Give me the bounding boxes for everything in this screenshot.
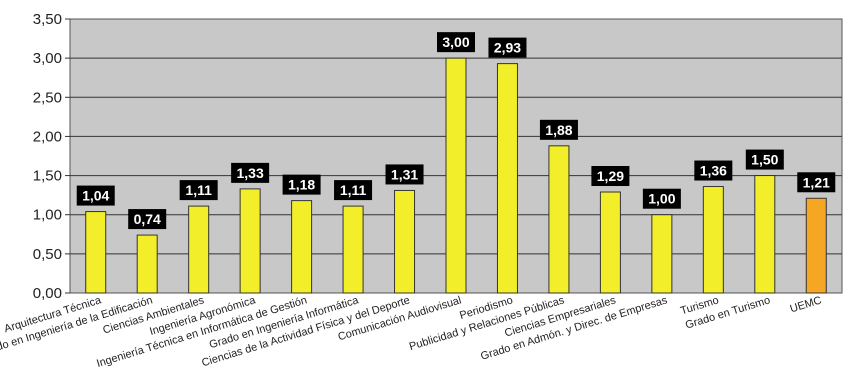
bar [85, 211, 107, 294]
bar [548, 145, 570, 294]
y-tick-label: 0,50 [33, 246, 62, 263]
data-label-box [231, 162, 270, 183]
data-label-box [745, 149, 784, 170]
data-label: 1,29 [597, 168, 624, 184]
bar [445, 57, 467, 294]
data-label-box [591, 166, 630, 187]
data-label: 1,04 [82, 188, 109, 204]
data-label: 1,21 [803, 174, 830, 190]
bar [805, 197, 827, 294]
data-label-box [488, 37, 527, 58]
data-label-box [128, 209, 167, 230]
data-label: 1,18 [288, 177, 315, 193]
y-tick-label: 3,50 [33, 11, 62, 28]
data-label-box [282, 174, 321, 195]
data-labels: 1,04 0,74 1,11 1,33 1,18 1,11 1,31 3,00 2,93 1,88… [76, 32, 836, 230]
data-label: 1,33 [237, 165, 264, 181]
bar [239, 188, 261, 294]
data-label-box [76, 185, 115, 206]
y-tick-label: 1,50 [33, 168, 62, 185]
data-label: 1,11 [340, 182, 367, 198]
data-label: 1,31 [391, 166, 418, 182]
y-tick-label: 2,00 [33, 128, 62, 145]
bar [291, 200, 313, 294]
bar [702, 186, 724, 294]
y-tick-label: 2,50 [33, 89, 62, 106]
y-tick-label: 1,00 [33, 207, 62, 224]
data-label-box [539, 119, 578, 140]
data-label-box [334, 180, 373, 201]
bar [342, 205, 364, 294]
data-label: 1,88 [545, 122, 572, 138]
y-tick-label: 0,00 [33, 285, 62, 302]
data-label: 1,36 [700, 163, 727, 179]
bar [188, 205, 210, 294]
data-label-box [642, 188, 681, 209]
x-tick-label: UEMC [789, 294, 824, 315]
data-label: 1,11 [185, 182, 212, 198]
data-label: 2,93 [494, 40, 521, 56]
data-label: 3,00 [442, 34, 469, 50]
bar [754, 175, 776, 294]
data-label-box [179, 180, 218, 201]
y-axis-ticks: 0,00 0,50 1,00 1,50 2,00 2,50 3,00 3,50 [33, 11, 70, 302]
y-tick-label: 3,00 [33, 50, 62, 67]
data-label: 1,00 [648, 191, 675, 207]
bar [496, 63, 518, 294]
bar [394, 189, 416, 294]
bar [651, 214, 673, 294]
data-label: 1,50 [751, 152, 778, 168]
data-label-box [694, 160, 733, 181]
data-label: 0,74 [134, 211, 161, 227]
bar [599, 191, 621, 294]
data-label-box [385, 164, 424, 185]
data-label-box [797, 172, 836, 193]
bar [136, 234, 158, 294]
data-label-box [437, 32, 475, 53]
bars [85, 57, 827, 294]
